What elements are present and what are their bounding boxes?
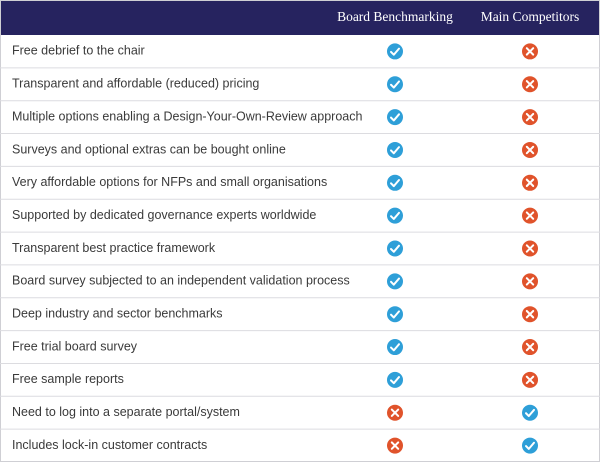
cross-mark (525, 211, 535, 220)
feature-label: Free sample reports (12, 372, 124, 386)
icon-circle (522, 404, 538, 421)
check-mark (390, 244, 400, 253)
cross-icon (387, 437, 403, 454)
icon-circle (387, 76, 403, 93)
cross-mark (525, 309, 535, 319)
feature-label: Multiple options enabling a Design-Your-… (12, 109, 362, 123)
check-icon (522, 437, 538, 454)
check-mark (390, 310, 400, 319)
cross-mark (525, 80, 535, 89)
icon-circle (522, 437, 538, 454)
icon-circle (387, 306, 403, 323)
check-icon (387, 43, 403, 60)
check-icon (387, 174, 403, 191)
check-icon (387, 371, 403, 388)
cross-icon (522, 306, 538, 323)
icon-circle (387, 339, 403, 356)
check-icon (387, 339, 403, 356)
cross-mark (525, 277, 535, 286)
feature-label: Free trial board survey (12, 339, 138, 353)
check-icon (387, 141, 403, 158)
icon-circle (387, 43, 403, 60)
cross-mark (525, 375, 535, 385)
icon-circle (387, 141, 403, 158)
cross-icon (522, 240, 538, 257)
cross-icon (522, 207, 538, 224)
cross-mark (525, 342, 535, 352)
cross-mark (525, 47, 535, 56)
cross-icon (522, 76, 538, 93)
cross-icon (522, 43, 538, 60)
cross-mark (525, 145, 535, 155)
cross-mark (390, 408, 400, 417)
cross-mark (390, 441, 400, 450)
cross-icon (522, 371, 538, 388)
cross-mark (525, 112, 535, 122)
cross-icon (522, 109, 538, 126)
check-mark (390, 179, 400, 188)
check-icon (387, 273, 403, 290)
check-mark (525, 408, 535, 418)
column-header: Board Benchmarking (337, 9, 453, 24)
feature-label: Surveys and optional extras can be bough… (12, 142, 286, 156)
cross-icon (522, 141, 538, 158)
header-bar (0, 0, 600, 35)
check-mark (390, 113, 400, 122)
feature-label: Deep industry and sector benchmarks (12, 306, 223, 320)
column-header: Main Competitors (481, 9, 580, 24)
feature-label: Board survey subjected to an independent… (12, 274, 350, 288)
feature-label: Transparent best practice framework (12, 241, 216, 255)
feature-label: Includes lock-in customer contracts (12, 438, 207, 452)
icon-circle (387, 174, 403, 191)
cross-icon (522, 273, 538, 290)
check-mark (390, 376, 400, 385)
feature-label: Need to log into a separate portal/syste… (12, 405, 240, 419)
check-mark (390, 47, 400, 56)
feature-label: Transparent and affordable (reduced) pri… (12, 77, 259, 91)
check-icon (387, 240, 403, 257)
check-icon (387, 109, 403, 126)
cross-mark (525, 178, 535, 188)
check-icon (522, 404, 538, 421)
cross-mark (525, 244, 535, 253)
check-mark (390, 211, 400, 220)
cross-icon (522, 339, 538, 356)
icon-circle (387, 240, 403, 257)
check-icon (387, 306, 403, 323)
cross-icon (522, 174, 538, 191)
check-mark (390, 80, 400, 89)
check-mark (390, 146, 400, 155)
icon-circle (387, 273, 403, 290)
feature-label: Free debrief to the chair (12, 44, 145, 58)
icon-circle (387, 109, 403, 126)
feature-label: Supported by dedicated governance expert… (12, 208, 316, 222)
check-mark (525, 441, 535, 450)
cross-icon (387, 404, 403, 421)
check-mark (390, 343, 400, 352)
check-icon (387, 207, 403, 224)
icon-circle (387, 371, 403, 388)
icon-circle (387, 207, 403, 224)
check-icon (387, 76, 403, 93)
feature-label: Very affordable options for NFPs and sma… (12, 175, 327, 189)
check-mark (390, 277, 400, 286)
